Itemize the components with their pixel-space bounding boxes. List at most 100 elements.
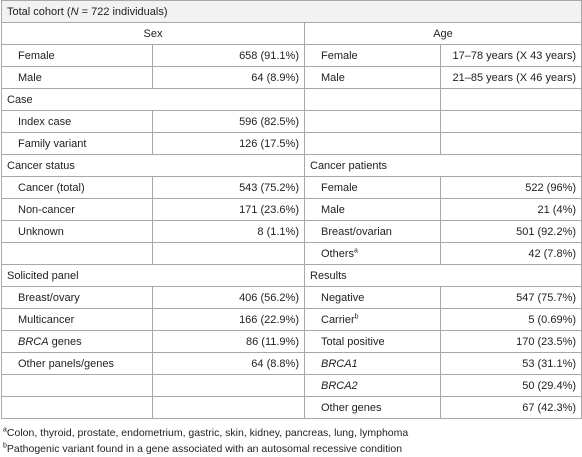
text: 170 (23.5%) [516, 335, 577, 348]
row-label: BRCA genes [1, 330, 153, 353]
text: Breast/ovary [18, 291, 80, 304]
row-label [1, 242, 153, 265]
text: 501 (92.2%) [516, 225, 577, 238]
text: = 722 individuals) [78, 5, 168, 18]
text: Other panels/genes [18, 357, 115, 370]
text: Male [18, 71, 42, 84]
text: Cancer status [7, 159, 75, 172]
row-value [152, 396, 305, 419]
row-label: Non-cancer [1, 198, 153, 221]
text: Male [321, 71, 345, 84]
text: 658 (91.1%) [239, 49, 299, 62]
italic-text: BRCA1 [321, 357, 358, 370]
row-label: Index case [1, 110, 153, 133]
text: Cancer patients [310, 159, 388, 172]
text: 5 (0.69%) [528, 313, 577, 326]
sup-text: b [354, 312, 359, 320]
row-label [304, 88, 441, 111]
row: Non-cancer 171 (23.6%) Male 21 (4%) [1, 198, 582, 221]
text: Colon, thyroid, prostate, endometrium, g… [6, 427, 409, 439]
row-value [439, 110, 582, 133]
section-label: Case [1, 88, 305, 111]
row-label: Male [1, 66, 153, 89]
row: Breast/ovary 406 (56.2%) Negative 547 (75.7… [1, 286, 582, 309]
text: 8 (1.1%) [257, 225, 299, 238]
row-label: Male [304, 66, 441, 89]
text: Female [18, 49, 55, 62]
footnote: aColon, thyroid, prostate, endometrium, … [3, 425, 582, 441]
row-value: 21–85 years (X 46 years) [439, 66, 582, 89]
row-label: Female [304, 44, 441, 67]
text: Others [321, 247, 355, 260]
row-value: 166 (22.9%) [152, 308, 305, 331]
text: Female [321, 181, 358, 194]
text: 53 (31.1%) [522, 357, 577, 370]
text: 67 (42.3%) [522, 401, 577, 414]
row: BRCA2 50 (29.4%) [1, 374, 582, 397]
row-value: 170 (23.5%) [439, 330, 582, 353]
row-label: Cancer (total) [1, 176, 153, 199]
row-value: 522 (96%) [439, 176, 582, 199]
sup-text: a [3, 426, 7, 434]
row-value: 64 (8.8%) [152, 352, 305, 375]
row: Male 64 (8.9%) Male 21–85 years (X 46 years… [1, 66, 582, 89]
text: Unknown [18, 225, 64, 238]
title-row: Total cohort (N = 722 individuals) [0, 0, 582, 23]
row-label: Total positive [304, 330, 441, 353]
footnotes: aColon, thyroid, prostate, endometrium, … [3, 425, 582, 457]
text: 596 (82.5%) [239, 115, 299, 128]
row-value [439, 132, 582, 155]
text: genes [48, 335, 82, 348]
row-value: 658 (91.1%) [152, 44, 305, 67]
text: 171 (23.6%) [239, 203, 299, 216]
row: Other genes 67 (42.3%) [1, 396, 582, 419]
text: Cancer (total) [18, 181, 85, 194]
row-value: 86 (11.9%) [152, 330, 305, 353]
row-value: 126 (17.5%) [152, 132, 305, 155]
text: 21 (4%) [537, 203, 577, 216]
row-label: Unknown [1, 220, 153, 243]
row-value: 171 (23.6%) [152, 198, 305, 221]
text: 64 (8.9%) [251, 71, 299, 84]
row: Multicancer 166 (22.9%) Carrierb 5 (0.69%) [1, 308, 582, 331]
text: Non-cancer [18, 203, 75, 216]
row: Othersa 42 (7.8%) [1, 242, 582, 265]
text: Carrier [321, 313, 355, 326]
row-label: BRCA1 [304, 352, 441, 375]
text: Breast/ovarian [321, 225, 392, 238]
text: 21–85 years (X 46 years) [452, 71, 577, 84]
text: 522 (96%) [525, 181, 577, 194]
row: Index case 596 (82.5%) [1, 110, 582, 133]
row-value: 5 (0.69%) [439, 308, 582, 331]
row-label: Female [304, 176, 441, 199]
text: 406 (56.2%) [239, 291, 299, 304]
sup-text: a [354, 246, 358, 254]
text: 547 (75.7%) [516, 291, 577, 304]
text: Sex [143, 27, 163, 40]
text: Results [310, 269, 347, 282]
row-value: 53 (31.1%) [439, 352, 582, 375]
text: Family variant [18, 137, 87, 150]
section-label: Cancer status [1, 154, 305, 177]
italic-text: BRCA2 [321, 379, 358, 392]
row-value [439, 88, 582, 111]
header-row: Sex Age [1, 22, 582, 45]
row: Unknown 8 (1.1%) Breast/ovarian 501 (92.2%) [1, 220, 582, 243]
text: 126 (17.5%) [239, 137, 299, 150]
text: Negative [321, 291, 365, 304]
text: 42 (7.8%) [528, 247, 577, 260]
row-label: Other panels/genes [1, 352, 153, 375]
row-label: BRCA2 [304, 374, 441, 397]
text: Age [433, 27, 453, 40]
text: Pathogenic variant found in a gene assoc… [6, 443, 403, 455]
row-label: Other genes [304, 396, 441, 419]
row-label: Carrierb [304, 308, 441, 331]
row: Solicited panel Results [1, 264, 582, 287]
row-label: Male [304, 198, 441, 221]
row-value: 501 (92.2%) [439, 220, 582, 243]
row-label: Othersa [304, 242, 441, 265]
row: Family variant 126 (17.5%) [1, 132, 582, 155]
row-label: Breast/ovary [1, 286, 153, 309]
row: BRCA genes 86 (11.9%) Total positive 170 (2… [1, 330, 582, 353]
text: Index case [18, 115, 72, 128]
